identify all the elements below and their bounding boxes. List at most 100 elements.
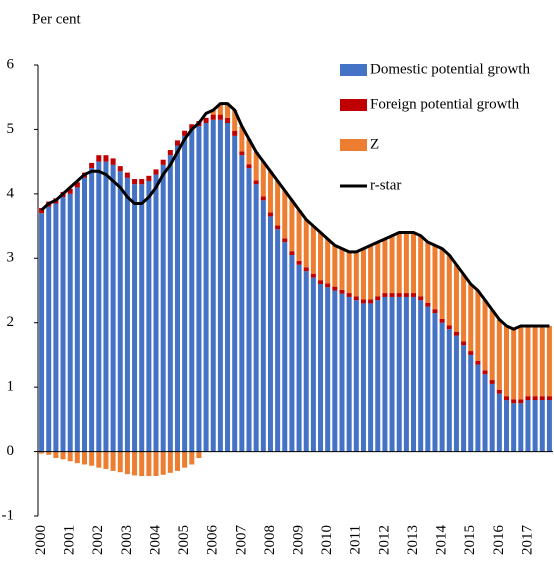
y-tick-label: 6 xyxy=(7,56,15,72)
bar-segment xyxy=(439,318,445,323)
bar-segment xyxy=(217,103,223,115)
bar-segment xyxy=(89,162,95,169)
bar-segment xyxy=(532,396,538,401)
bar-segment xyxy=(246,139,252,165)
bar-segment xyxy=(511,399,517,404)
legend-label: r-star xyxy=(370,177,401,193)
bar-segment xyxy=(217,114,223,120)
bar-segment xyxy=(332,286,338,291)
bar-segment xyxy=(146,175,152,181)
bar-segment xyxy=(160,451,166,475)
bar-segment xyxy=(425,242,431,303)
bar-segment xyxy=(189,451,195,465)
bar-segment xyxy=(275,225,281,230)
bar-segment xyxy=(525,400,531,452)
bar-segment xyxy=(103,451,109,469)
legend-swatch xyxy=(340,139,367,151)
bar-segment xyxy=(453,331,459,336)
bar-segment xyxy=(539,325,545,397)
bar-segment xyxy=(325,287,331,452)
x-tick-label: 2002 xyxy=(90,525,106,555)
bar-segment xyxy=(225,103,231,118)
bar-segment xyxy=(174,140,180,146)
bar-segment xyxy=(346,251,352,294)
bar-segment xyxy=(346,296,352,452)
bar-segment xyxy=(318,232,324,281)
bar-segment xyxy=(167,451,173,473)
x-tick-label: 2007 xyxy=(233,525,249,556)
bar-segment xyxy=(124,177,130,452)
bar-segment xyxy=(232,130,238,136)
bar-segment xyxy=(411,296,417,452)
bar-segment xyxy=(382,296,388,452)
bar-segment xyxy=(403,293,409,297)
y-tick-label: 4 xyxy=(7,185,15,201)
bar-segment xyxy=(232,110,238,131)
y-tick-label: 1 xyxy=(7,379,15,395)
bar-segment xyxy=(253,184,259,452)
legend-label: Domestic potential growth xyxy=(370,61,530,77)
x-tick-label: 2004 xyxy=(147,525,163,556)
y-tick-label: 2 xyxy=(7,314,15,330)
bar-segment xyxy=(275,229,281,452)
bar-segment xyxy=(532,400,538,452)
bar-segment xyxy=(539,400,545,452)
bar-segment xyxy=(325,238,331,284)
bar-segment xyxy=(303,271,309,452)
bar-segment xyxy=(382,238,388,294)
bar-segment xyxy=(525,396,531,401)
bar-segment xyxy=(482,370,488,375)
bar-segment xyxy=(282,238,288,243)
bar-segment xyxy=(353,251,359,297)
x-tick-label: 2013 xyxy=(405,525,421,555)
bar-segment xyxy=(167,155,173,452)
bar-segment xyxy=(103,155,109,162)
bar-segment xyxy=(389,296,395,452)
bar-segment xyxy=(504,325,510,397)
bar-segment xyxy=(375,300,381,452)
bar-segment xyxy=(332,245,338,287)
bar-segment xyxy=(253,151,259,181)
bar-segment xyxy=(303,267,309,272)
bar-segment xyxy=(504,396,510,401)
bar-segment xyxy=(539,396,545,401)
legend-label: Foreign potential growth xyxy=(370,96,520,112)
bar-segment xyxy=(81,451,87,465)
bar-segment xyxy=(139,184,145,452)
x-tick-label: 2016 xyxy=(491,525,507,556)
bar-segment xyxy=(375,296,381,301)
bar-segment xyxy=(267,171,273,213)
bar-segment xyxy=(232,135,238,452)
bar-segment xyxy=(425,302,431,307)
bar-segment xyxy=(124,172,130,178)
bar-segment xyxy=(110,164,116,452)
bar-segment xyxy=(103,161,109,452)
bar-segment xyxy=(475,360,481,365)
bar-segment xyxy=(482,374,488,452)
bar-segment xyxy=(496,319,502,390)
bar-segment xyxy=(182,451,188,468)
bar-segment xyxy=(110,451,116,471)
bar-segment xyxy=(432,309,438,314)
bar-segment xyxy=(518,399,524,404)
bar-segment xyxy=(153,174,159,452)
bar-segment xyxy=(325,283,331,288)
bar-segment xyxy=(53,203,59,452)
bar-segment xyxy=(360,299,366,304)
bar-segment xyxy=(225,122,231,452)
bar-segment xyxy=(368,245,374,300)
x-tick-label: 2005 xyxy=(176,525,192,555)
legend-swatch xyxy=(340,64,367,76)
bar-segment xyxy=(53,451,59,459)
y-tick-label: 0 xyxy=(7,443,15,459)
bar-segment xyxy=(439,322,445,452)
bar-segment xyxy=(546,325,552,397)
bar-segment xyxy=(296,209,302,261)
bar-segment xyxy=(60,451,66,460)
bar-segment xyxy=(418,235,424,297)
bar-segment xyxy=(96,451,102,468)
bar-segment xyxy=(396,232,402,294)
bar-segment xyxy=(511,329,517,400)
bar-segment xyxy=(260,196,266,201)
